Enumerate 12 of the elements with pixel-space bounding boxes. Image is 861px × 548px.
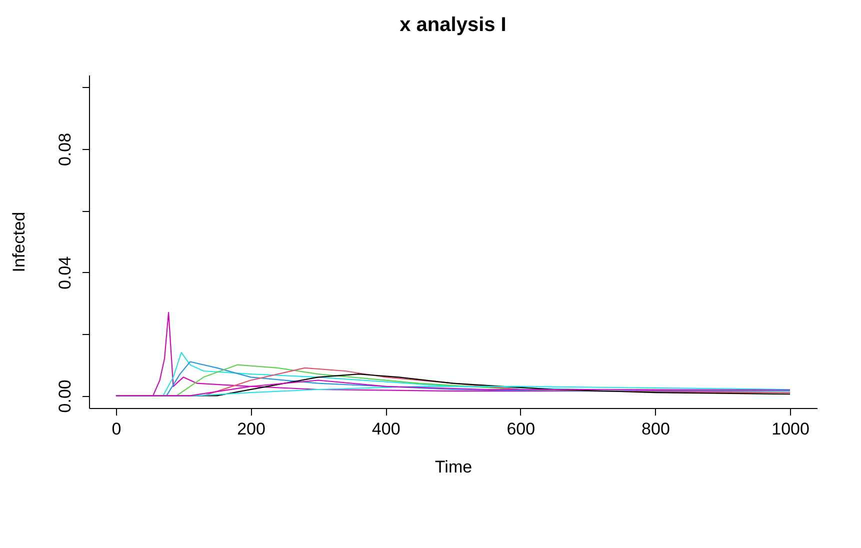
x-tick-label: 0 (112, 420, 122, 438)
x-tick-label: 200 (237, 420, 266, 438)
x-tick-label: 1000 (772, 420, 810, 438)
chart-title: x analysis I (400, 14, 506, 36)
y-axis-title: Infected (10, 212, 28, 272)
y-tick-label: 0.00 (56, 380, 74, 413)
x-axis-title: Time (434, 458, 472, 476)
y-tick-label: 0.04 (56, 256, 74, 290)
x-tick-label: 800 (642, 420, 670, 438)
x-tick-label: 600 (506, 420, 536, 438)
x-tick-label: 400 (372, 420, 400, 438)
y-tick-label: 0.08 (56, 132, 74, 166)
